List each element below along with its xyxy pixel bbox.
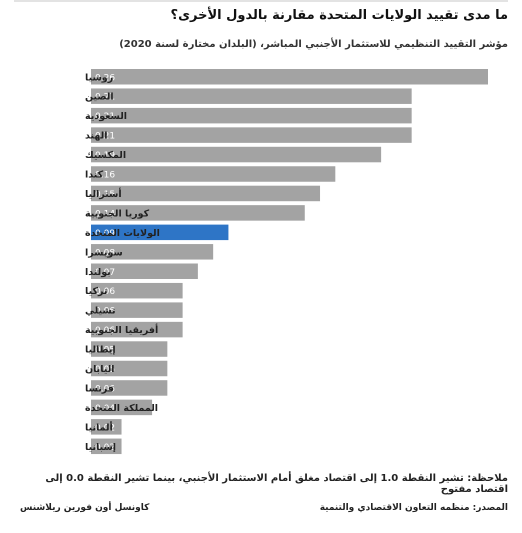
- bar-value-label: 0.04: [95, 404, 115, 414]
- bar: [91, 438, 122, 455]
- bar: [91, 244, 214, 260]
- category-label: أفريقيا الجنوبية: [85, 323, 158, 336]
- bar-value-label: 0.06: [95, 307, 115, 317]
- category-label: أستراليا: [85, 187, 122, 200]
- chart-subtitle: مؤشر التقييد التنظيمي للاستثمار الأجنبي …: [119, 39, 508, 50]
- bar: [91, 380, 168, 396]
- bar: [91, 88, 412, 104]
- bar-value-label: 0.21: [95, 93, 115, 103]
- publisher-brand: كاونسل أون فورين ريلاشنس: [20, 503, 150, 513]
- bar-value-label: 0.07: [95, 268, 115, 278]
- bar-value-label: 0.08: [95, 248, 115, 258]
- bar: [91, 302, 183, 318]
- bar-value-label: 0.14: [95, 209, 115, 219]
- category-label: الصين: [85, 92, 114, 103]
- bar-value-label: 0.05: [95, 365, 115, 375]
- top-divider: [14, 0, 508, 2]
- category-label: تشيلي: [85, 306, 116, 317]
- category-label: السعودية: [85, 111, 127, 122]
- bar: [91, 399, 153, 416]
- bar: [91, 321, 183, 338]
- bar: [91, 166, 336, 182]
- bar: [91, 127, 412, 143]
- source-credit: المصدر: منظمه التعاون الاقتصادي والتنمية: [319, 503, 508, 513]
- bar: [91, 360, 168, 377]
- bar: [91, 419, 122, 435]
- bar-value-label: 0.21: [95, 132, 115, 142]
- bar: [91, 341, 168, 357]
- bar-value-label: 0.16: [95, 171, 115, 181]
- category-label: المملكة المتحدة: [85, 403, 158, 414]
- category-label: كوريا الجنوبية: [85, 208, 150, 219]
- category-label: الولايات المتحدة: [85, 228, 160, 239]
- bar-value-label: 0.05: [95, 384, 115, 394]
- bar: [91, 263, 198, 279]
- category-label: سويسرا: [85, 247, 123, 258]
- bar-value-label: 0.19: [95, 151, 115, 161]
- bar-value-label: 0.15: [95, 190, 115, 200]
- category-label: الهند: [85, 131, 107, 142]
- bar-value-label: 0.26: [95, 73, 115, 83]
- bar: [91, 69, 488, 85]
- category-label: بولندا: [85, 267, 111, 278]
- bar-value-label: 0.06: [95, 326, 115, 336]
- category-label: إسبانيا: [85, 442, 116, 453]
- bar: [91, 185, 321, 202]
- bar-highlight: [91, 224, 229, 241]
- bar: [91, 146, 382, 163]
- bar-value-label: 0.02: [95, 423, 115, 433]
- category-label: إيطاليا: [85, 345, 116, 356]
- category-label: ألمانيا: [85, 420, 113, 433]
- chart-title: ما مدى تقييد الولايات المتحدة مقارنة بال…: [170, 8, 508, 23]
- category-label: تركيا: [85, 286, 107, 297]
- chart-note: ملاحظة: تشير النقطة 1.0 إلى اقتصاد مغلق …: [45, 473, 508, 495]
- category-label: اليابان: [85, 364, 115, 375]
- bar-value-label: 0.09: [95, 229, 115, 239]
- bar-value-label: 0.02: [95, 443, 115, 453]
- bar-value-label: 0.06: [95, 287, 115, 297]
- category-label: فرنسا: [85, 383, 114, 394]
- category-label: روسيا: [85, 72, 113, 83]
- bar: [91, 107, 412, 124]
- bar-value-label: 0.21: [95, 112, 115, 122]
- category-label: كندا: [85, 170, 104, 181]
- bar: [91, 282, 183, 299]
- bar-chart: 0.26روسيا0.21الصين0.21السعودية0.21الهند0…: [85, 69, 488, 455]
- category-label: المكسيك: [85, 150, 126, 161]
- bar-value-label: 0.05: [95, 346, 115, 356]
- bar: [91, 205, 305, 221]
